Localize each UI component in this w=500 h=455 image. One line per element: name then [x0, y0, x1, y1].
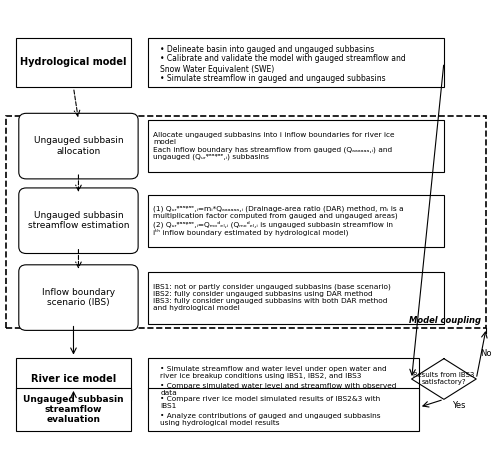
FancyBboxPatch shape — [19, 265, 138, 330]
FancyBboxPatch shape — [16, 38, 130, 87]
Text: Ungauged subbasin
streamflow estimation: Ungauged subbasin streamflow estimation — [28, 211, 129, 230]
Text: Results from IBS3
satisfactory?: Results from IBS3 satisfactory? — [413, 373, 474, 385]
Text: • Simulate streamflow and water level under open water and
river ice breakup con: • Simulate streamflow and water level un… — [160, 366, 387, 379]
FancyBboxPatch shape — [16, 388, 130, 431]
Text: Inflow boundary
scenario (IBS): Inflow boundary scenario (IBS) — [42, 288, 115, 307]
Text: • Delineate basin into gauged and ungauged subbasins: • Delineate basin into gauged and ungaug… — [160, 45, 375, 54]
Text: Ungauged subbasin
allocation: Ungauged subbasin allocation — [34, 136, 124, 156]
FancyBboxPatch shape — [148, 388, 419, 431]
FancyBboxPatch shape — [148, 272, 444, 324]
Text: • Calibrate and validate the model with gauged streamflow and
Snow Water Equival: • Calibrate and validate the model with … — [160, 54, 406, 74]
FancyBboxPatch shape — [19, 113, 138, 179]
FancyBboxPatch shape — [148, 358, 419, 400]
Text: River ice model: River ice model — [31, 374, 116, 384]
Text: • Simulate streamflow in gauged and ungauged subbasins: • Simulate streamflow in gauged and unga… — [160, 74, 386, 82]
Text: Allocate ungauged subbasins into i inflow boundaries for river ice
model
Each in: Allocate ungauged subbasins into i inflo… — [153, 132, 394, 160]
Text: Yes: Yes — [452, 401, 466, 410]
Text: Hydrological model: Hydrological model — [20, 57, 126, 67]
FancyBboxPatch shape — [16, 358, 130, 400]
FancyBboxPatch shape — [148, 120, 444, 172]
FancyBboxPatch shape — [19, 188, 138, 253]
Text: (1) Qᵤᵣᵠᵃᵃᵠᵃᵄ,ᵢ=mᵢ*Qₐₐₐₐₐₐ,ᵢ (Drainage-area ratio (DAR) method, mᵢ is a
multipli: (1) Qᵤᵣᵠᵃᵃᵠᵃᵄ,ᵢ=mᵢ*Qₐₐₐₐₐₐ,ᵢ (Drainage-a… — [153, 205, 404, 237]
Text: Ungauged subbasin
streamflow
evaluation: Ungauged subbasin streamflow evaluation — [23, 394, 124, 425]
Text: • Compare river ice model simulated results of IBS2&3 with
IBS1: • Compare river ice model simulated resu… — [160, 396, 381, 409]
Text: Model coupling: Model coupling — [409, 315, 481, 324]
Text: • Analyze contributions of gauged and ungauged subbasins
using hydrological mode: • Analyze contributions of gauged and un… — [160, 413, 381, 426]
Text: IBS1: not or partly consider ungauged subbasins (base scenario)
IBS2: fully cons: IBS1: not or partly consider ungauged su… — [153, 284, 391, 311]
Text: No: No — [480, 349, 492, 358]
FancyBboxPatch shape — [148, 195, 444, 247]
FancyBboxPatch shape — [148, 38, 444, 87]
Text: • Compare simulated water level and streamflow with observed
data: • Compare simulated water level and stre… — [160, 383, 397, 396]
